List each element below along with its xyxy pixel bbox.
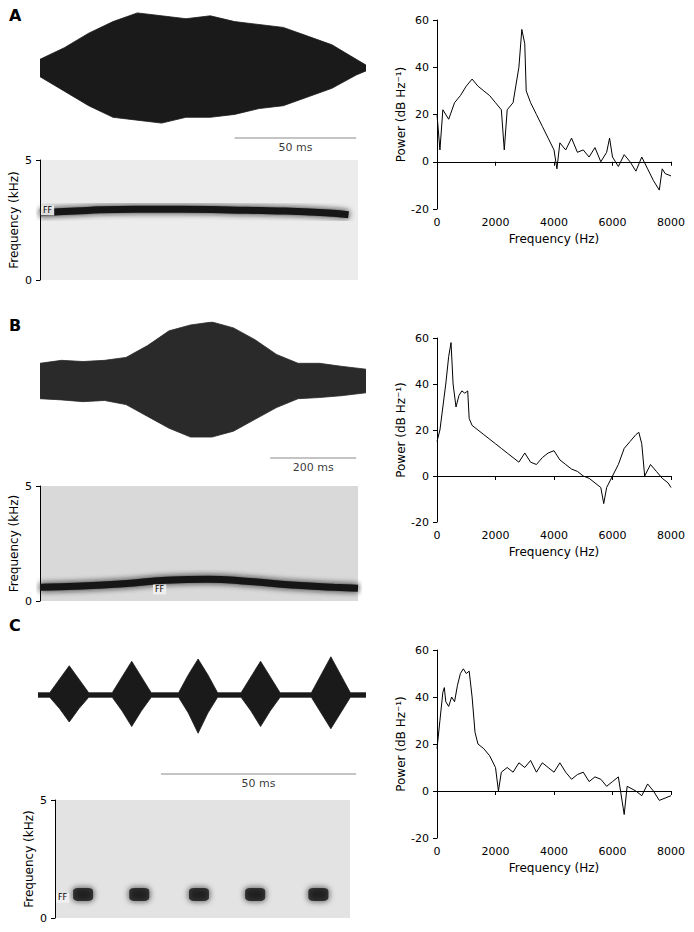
svg-text:FF: FF — [58, 893, 68, 902]
svg-text:B: B — [9, 316, 21, 335]
svg-text:0: 0 — [434, 845, 441, 858]
svg-text:Power (dB Hz⁻¹): Power (dB Hz⁻¹) — [394, 67, 408, 163]
svg-text:-20: -20 — [411, 832, 429, 845]
svg-text:0: 0 — [434, 216, 441, 229]
svg-text:5: 5 — [25, 154, 32, 167]
svg-text:6000: 6000 — [599, 845, 627, 858]
svg-text:6000: 6000 — [599, 216, 627, 229]
svg-text:4000: 4000 — [540, 216, 568, 229]
svg-text:2000: 2000 — [482, 529, 510, 542]
svg-text:FF: FF — [43, 206, 53, 215]
svg-text:-20: -20 — [411, 203, 429, 216]
svg-text:20: 20 — [415, 738, 429, 751]
svg-text:Power (dB Hz⁻¹): Power (dB Hz⁻¹) — [394, 382, 408, 478]
svg-text:0: 0 — [25, 274, 32, 287]
svg-text:60: 60 — [415, 644, 429, 657]
svg-text:C: C — [9, 616, 21, 635]
svg-text:Frequency (Hz): Frequency (Hz) — [509, 861, 600, 875]
svg-text:20: 20 — [415, 108, 429, 121]
svg-text:Frequency (kHz): Frequency (kHz) — [7, 171, 21, 268]
svg-text:FF: FF — [155, 585, 165, 594]
svg-text:5: 5 — [40, 794, 47, 807]
svg-text:0: 0 — [422, 785, 429, 798]
svg-text:-20: -20 — [411, 516, 429, 529]
svg-text:0: 0 — [40, 912, 47, 925]
svg-text:40: 40 — [415, 691, 429, 704]
svg-text:4000: 4000 — [540, 529, 568, 542]
svg-text:40: 40 — [415, 378, 429, 391]
svg-text:60: 60 — [415, 14, 429, 27]
svg-text:8000: 8000 — [657, 845, 685, 858]
svg-text:50 ms: 50 ms — [278, 141, 312, 154]
svg-text:40: 40 — [415, 61, 429, 74]
svg-text:Frequency (kHz): Frequency (kHz) — [7, 495, 21, 592]
svg-text:8000: 8000 — [657, 216, 685, 229]
svg-text:5: 5 — [25, 480, 32, 493]
svg-text:0: 0 — [422, 155, 429, 168]
svg-text:2000: 2000 — [482, 845, 510, 858]
svg-text:Power (dB Hz⁻¹): Power (dB Hz⁻¹) — [394, 696, 408, 792]
svg-text:2000: 2000 — [482, 216, 510, 229]
svg-text:8000: 8000 — [657, 529, 685, 542]
svg-text:50 ms: 50 ms — [242, 777, 276, 790]
svg-text:200 ms: 200 ms — [293, 461, 334, 474]
svg-text:Frequency (Hz): Frequency (Hz) — [509, 232, 600, 246]
svg-text:6000: 6000 — [599, 529, 627, 542]
svg-text:0: 0 — [25, 595, 32, 608]
svg-text:60: 60 — [415, 332, 429, 345]
svg-text:0: 0 — [422, 470, 429, 483]
svg-text:0: 0 — [434, 529, 441, 542]
svg-text:20: 20 — [415, 424, 429, 437]
svg-text:Frequency (kHz): Frequency (kHz) — [22, 810, 36, 907]
svg-text:4000: 4000 — [540, 845, 568, 858]
svg-text:Frequency (Hz): Frequency (Hz) — [509, 545, 600, 559]
svg-text:A: A — [9, 6, 22, 25]
